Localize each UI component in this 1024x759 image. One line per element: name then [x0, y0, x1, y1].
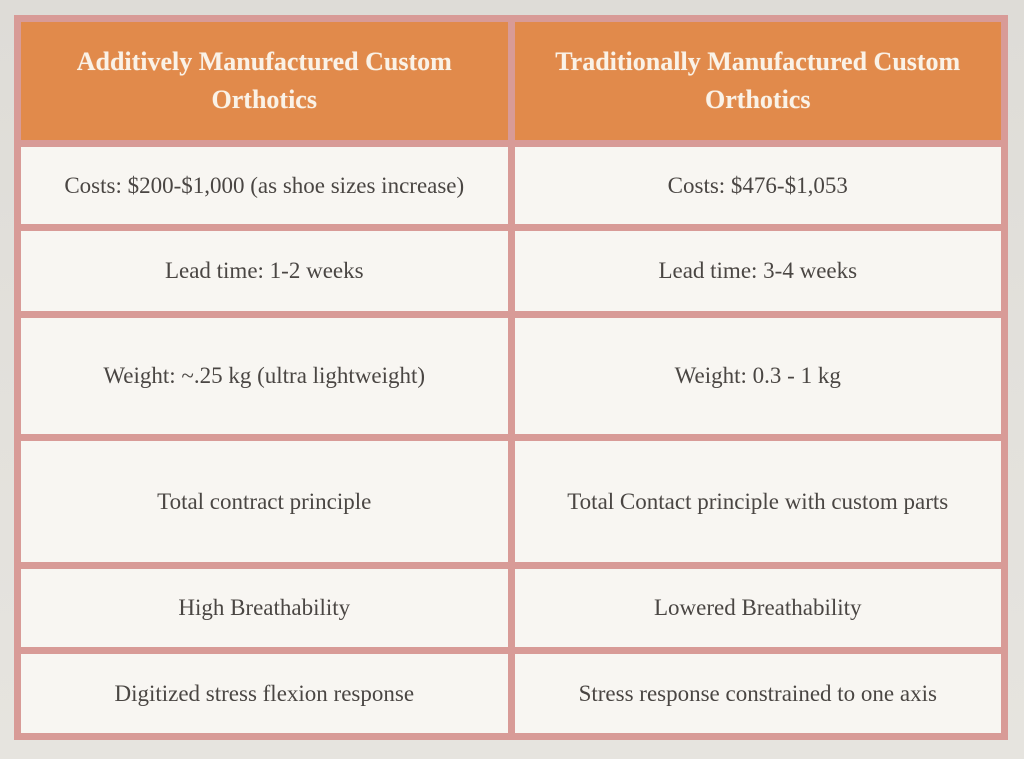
cell-lead-time-additive: Lead time: 1-2 weeks — [21, 231, 508, 311]
cell-breathability-traditional: Lowered Breathability — [514, 569, 1001, 647]
cell-stress-response-additive: Digitized stress flexion response — [21, 654, 508, 733]
cell-weight-traditional: Weight: 0.3 - 1 kg — [514, 318, 1001, 434]
cell-contact-principle-additive: Total contract principle — [21, 441, 508, 562]
column-header-traditional: Traditionally Manufactured Custom Orthot… — [514, 22, 1001, 140]
cell-costs-additive: Costs: $200-$1,000 (as shoe sizes increa… — [21, 147, 508, 224]
column-header-additive: Additively Manufactured Custom Orthotics — [21, 22, 508, 140]
cell-lead-time-traditional: Lead time: 3-4 weeks — [514, 231, 1001, 311]
cell-stress-response-traditional: Stress response constrained to one axis — [514, 654, 1001, 733]
cell-contact-principle-traditional: Total Contact principle with custom part… — [514, 441, 1001, 562]
cell-weight-additive: Weight: ~.25 kg (ultra lightweight) — [21, 318, 508, 434]
cell-breathability-additive: High Breathability — [21, 569, 508, 647]
comparison-table: Additively Manufactured Custom Orthotics… — [14, 15, 1008, 740]
cell-costs-traditional: Costs: $476-$1,053 — [514, 147, 1001, 224]
